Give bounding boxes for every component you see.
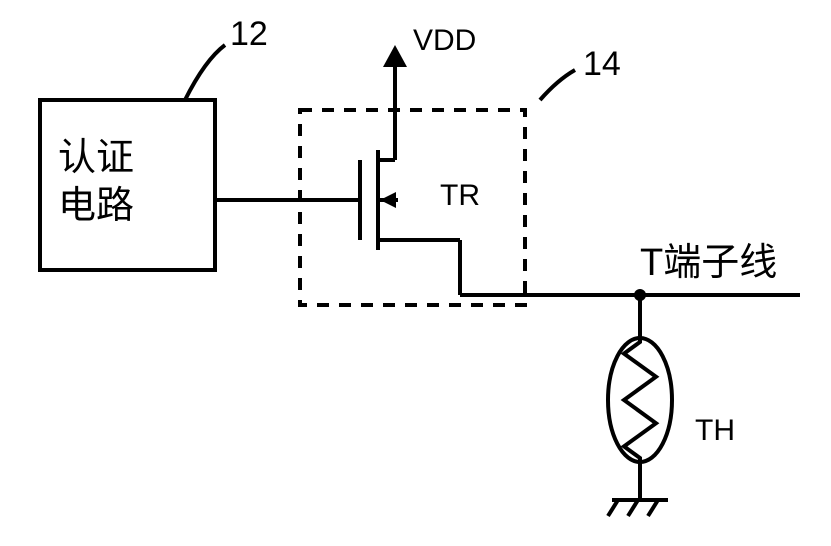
vdd-label: VDD bbox=[413, 24, 476, 57]
switch-dashed-box bbox=[300, 110, 525, 305]
auth-block-text-line2: 电路 bbox=[58, 185, 134, 227]
transistor-label: TR bbox=[440, 179, 480, 212]
thermistor-zigzag bbox=[624, 330, 656, 470]
ref-12-label: 12 bbox=[230, 15, 268, 53]
ground-symbol bbox=[0, 0, 668, 516]
auth-block-text-line1: 认证 bbox=[58, 137, 134, 179]
circuit-diagram: 认证 电路 12 14 VDD TR T端子线 TH bbox=[0, 0, 831, 546]
ref-12-leader bbox=[185, 45, 225, 100]
ref-14-label: 14 bbox=[583, 45, 621, 83]
thermistor-label: TH bbox=[695, 414, 735, 447]
vdd-arrowhead bbox=[383, 45, 407, 67]
t-terminal-label: T端子线 bbox=[640, 242, 777, 284]
ref-14-leader bbox=[540, 70, 575, 100]
thermistor-body bbox=[608, 338, 672, 462]
